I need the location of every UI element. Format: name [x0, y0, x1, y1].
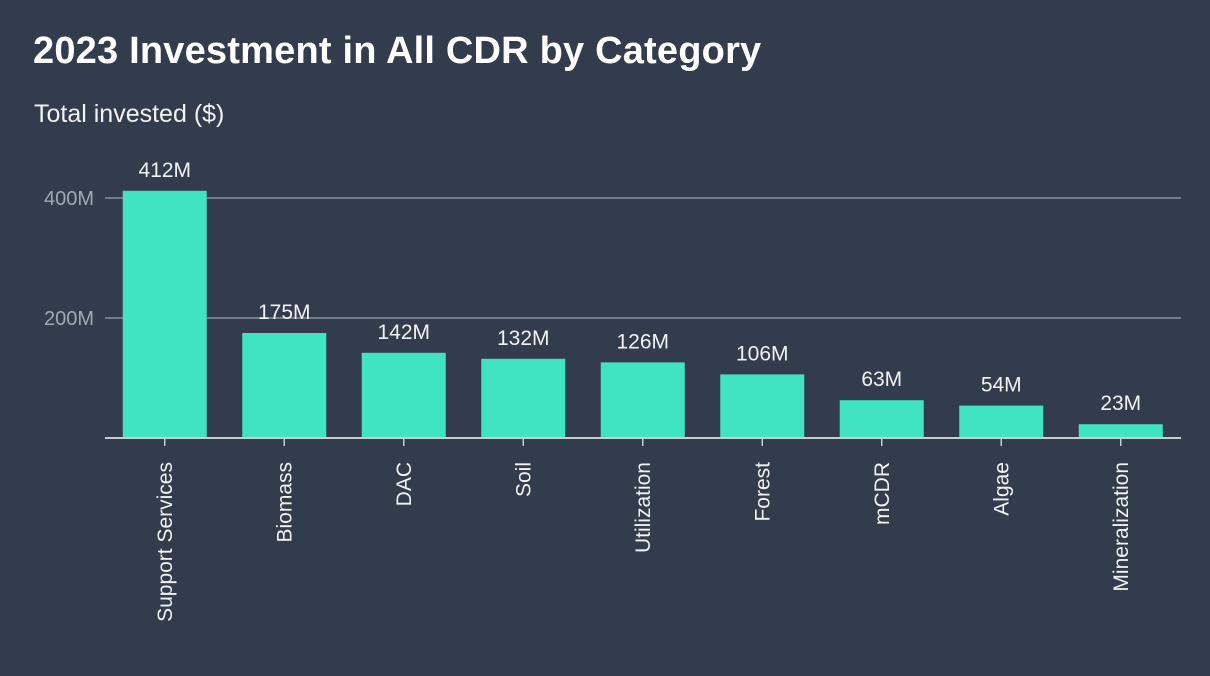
- y-tick-label: 200M: [44, 308, 94, 330]
- bar-utilization: [600, 362, 685, 438]
- x-tick-label: Algae: [990, 462, 1013, 516]
- bar-mcdr: [839, 400, 924, 438]
- data-label: 63M: [861, 368, 902, 391]
- data-label: 106M: [736, 342, 789, 365]
- x-tick-label: Biomass: [273, 462, 296, 543]
- x-tick-label: Support Services: [154, 462, 177, 622]
- data-label: 132M: [497, 327, 550, 350]
- x-tick-label: Soil: [512, 462, 535, 497]
- x-tick-label: Mineralization: [1110, 462, 1133, 592]
- data-label: 412M: [138, 159, 191, 182]
- chart-subtitle: Total invested ($): [34, 100, 225, 128]
- data-label: 175M: [258, 301, 311, 324]
- bar-forest: [720, 374, 805, 438]
- bar-dac: [361, 352, 446, 438]
- x-tick-label: mCDR: [871, 462, 894, 525]
- data-label: 54M: [981, 374, 1022, 397]
- data-label: 126M: [616, 330, 669, 353]
- bar-mineralization: [1078, 424, 1163, 438]
- x-tick-label: DAC: [393, 462, 416, 506]
- data-label: 142M: [377, 321, 430, 344]
- data-label: 23M: [1100, 392, 1141, 415]
- chart-title: 2023 Investment in All CDR by Category: [33, 30, 762, 72]
- bar-support-services: [122, 190, 207, 438]
- x-tick-label: Utilization: [632, 462, 655, 553]
- bar-soil: [481, 358, 566, 438]
- bar-biomass: [242, 333, 327, 438]
- x-tick-label: Forest: [751, 462, 774, 522]
- bar-algae: [959, 405, 1044, 438]
- y-tick-label: 400M: [44, 188, 94, 210]
